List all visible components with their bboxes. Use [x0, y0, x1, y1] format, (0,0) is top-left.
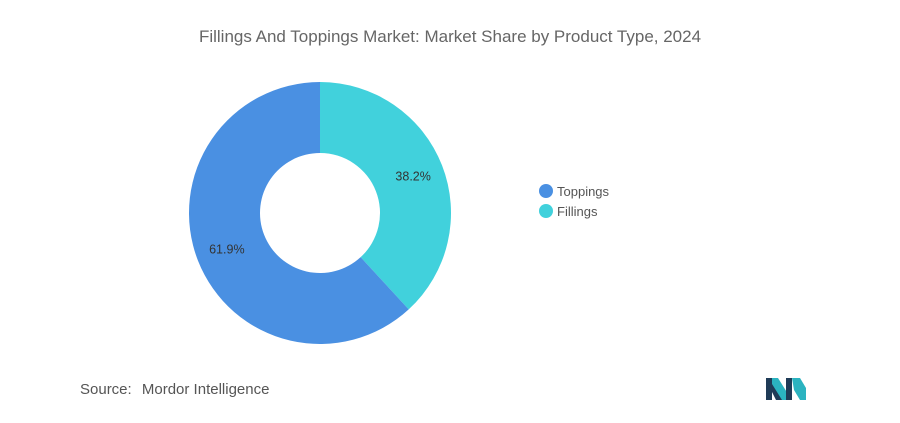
- legend-label-fillings: Fillings: [557, 203, 598, 219]
- legend-item-fillings: Fillings: [539, 201, 609, 221]
- chart-legend: Toppings Fillings: [539, 181, 609, 221]
- mordor-intelligence-logo-icon: [766, 378, 806, 400]
- data-label-fillings: 38.2%: [395, 170, 430, 184]
- legend-swatch-fillings: [539, 204, 553, 218]
- chart-title: Fillings And Toppings Market: Market Sha…: [198, 27, 702, 46]
- data-label-toppings: 61.9%: [209, 242, 244, 256]
- slice-fillings: [320, 82, 452, 310]
- source-text: Mordor Intelligence: [141, 381, 270, 398]
- legend-swatch-toppings: [539, 184, 553, 198]
- slice-toppings: [189, 82, 409, 344]
- legend-label-toppings: Toppings: [557, 183, 610, 199]
- source-note: Source: Mordor Intelligence: [80, 381, 269, 398]
- source-label: Source:: [80, 381, 132, 398]
- legend-item-toppings: Toppings: [539, 181, 609, 201]
